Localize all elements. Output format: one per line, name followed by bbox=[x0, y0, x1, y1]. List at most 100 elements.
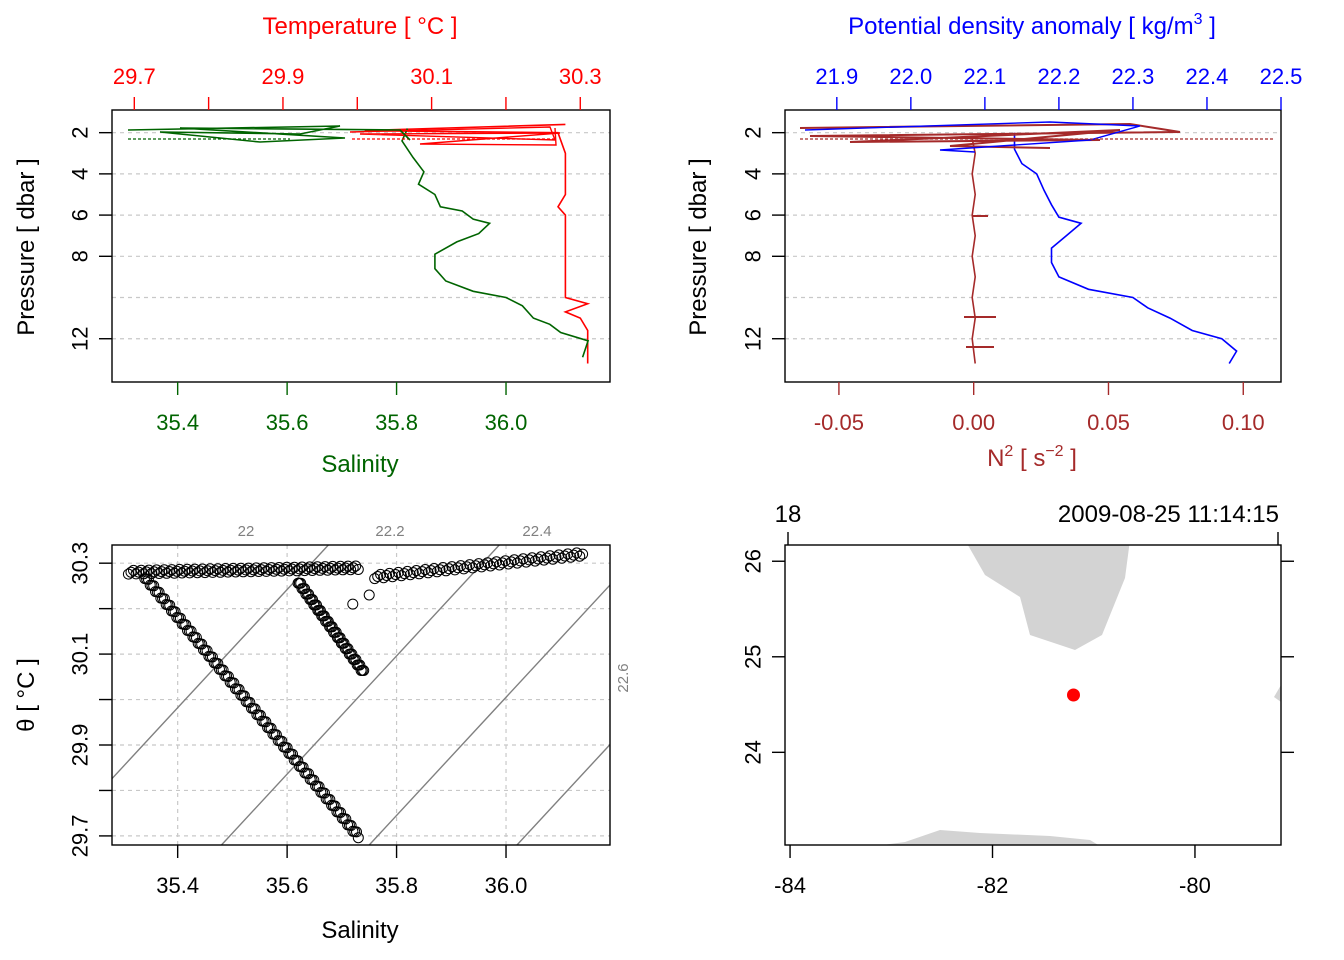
ts-point bbox=[304, 561, 316, 573]
ts-point bbox=[345, 820, 357, 831]
ts-point bbox=[334, 560, 346, 572]
longitude-tick-label: -80 bbox=[1179, 873, 1211, 898]
ts-point bbox=[340, 813, 352, 825]
p1-gridlines bbox=[112, 132, 610, 340]
ts-point bbox=[378, 572, 390, 584]
ts-point bbox=[254, 709, 266, 721]
temperature-tick-label: 30.3 bbox=[559, 64, 602, 89]
ts-point bbox=[133, 566, 145, 578]
salinity-surface-scribble bbox=[127, 125, 411, 143]
ts-point bbox=[233, 683, 245, 695]
ts-point bbox=[158, 564, 170, 576]
ts-point bbox=[174, 612, 186, 624]
isopycnal-label: 22.6 bbox=[615, 663, 632, 692]
ts-point bbox=[437, 562, 449, 573]
station-timestamp-label: 2009-08-25 11:14:15 bbox=[1058, 501, 1279, 528]
p2-pressure-tick-label: 6 bbox=[741, 209, 766, 221]
ts-point bbox=[476, 561, 488, 573]
ts-point bbox=[171, 565, 183, 577]
n2-title-end: ] bbox=[1064, 445, 1077, 472]
p3-isopycnals bbox=[112, 545, 610, 845]
ts-point bbox=[301, 563, 313, 575]
density-tick-label: 22.3 bbox=[1112, 64, 1155, 89]
ts-point bbox=[422, 567, 434, 579]
ts-point bbox=[235, 562, 247, 574]
ts-point bbox=[197, 563, 208, 575]
n2-profile-line bbox=[971, 138, 977, 364]
pressure-tick-label: 8 bbox=[68, 250, 93, 262]
theta-tick-label: 29.9 bbox=[68, 724, 93, 767]
isopycnal-line bbox=[516, 743, 610, 845]
ts-point bbox=[255, 564, 267, 576]
p2-pressure-tick-label: 12 bbox=[741, 326, 766, 350]
p1-plot-frame bbox=[111, 109, 611, 383]
n2-title-main: N bbox=[987, 445, 1004, 472]
ts-point bbox=[297, 761, 309, 773]
n2-axis-title: N2 [ s−2 ] bbox=[987, 443, 1077, 472]
ts-point bbox=[158, 593, 170, 605]
ts-point bbox=[452, 562, 464, 574]
ts-point bbox=[166, 564, 178, 576]
ts-point bbox=[390, 569, 401, 580]
ts-point bbox=[227, 562, 239, 574]
ts-point bbox=[311, 561, 323, 573]
ts-point bbox=[372, 571, 384, 582]
p2-pressure-tick-label: 8 bbox=[741, 250, 766, 262]
ts-point bbox=[196, 638, 208, 650]
ts-point bbox=[186, 565, 198, 577]
ts-point bbox=[232, 564, 244, 576]
ts-point bbox=[222, 671, 234, 682]
latitude-tick-label: 24 bbox=[741, 740, 766, 764]
p3-salinity-tick-label: 36.0 bbox=[485, 873, 528, 898]
ts-point bbox=[258, 562, 270, 574]
ts-point bbox=[514, 555, 526, 567]
ts-point bbox=[547, 553, 559, 565]
density-tick-label: 21.9 bbox=[815, 64, 858, 89]
isopycnal-label: 22 bbox=[238, 523, 255, 540]
ts-point bbox=[142, 573, 154, 585]
ts-point bbox=[401, 565, 413, 577]
temperature-tick-label: 30.1 bbox=[410, 64, 453, 89]
ts-point bbox=[529, 555, 541, 567]
ts-point bbox=[273, 562, 285, 573]
p4-axes: -84 -82 -80 24 25 26 bbox=[741, 549, 1294, 898]
ts-point bbox=[309, 563, 321, 575]
ts-point bbox=[350, 560, 362, 572]
ts-point bbox=[296, 561, 308, 573]
ts-point bbox=[458, 563, 470, 575]
ts-point bbox=[319, 561, 331, 573]
density-title-main: Potential density anomaly [ kg/m bbox=[848, 13, 1194, 40]
ts-point bbox=[225, 564, 237, 576]
ts-point bbox=[271, 563, 282, 575]
n2-title-sup2: −2 bbox=[1045, 443, 1063, 460]
ts-point bbox=[164, 599, 176, 611]
salinity-tick-label: 35.4 bbox=[156, 410, 199, 435]
ts-point bbox=[206, 651, 218, 663]
ts-point bbox=[363, 589, 375, 601]
theta-tick-label: 30.1 bbox=[68, 633, 93, 676]
ts-point bbox=[544, 550, 556, 562]
ts-point bbox=[574, 550, 586, 562]
n2-surface-scribble bbox=[799, 122, 1181, 149]
ts-point bbox=[538, 554, 550, 566]
isopycnal-line bbox=[368, 583, 610, 845]
ts-point bbox=[350, 654, 362, 665]
ts-point bbox=[194, 565, 206, 577]
ts-point bbox=[217, 564, 229, 576]
ts-point bbox=[369, 573, 381, 585]
ts-point bbox=[392, 566, 404, 578]
ts-point bbox=[387, 571, 398, 583]
ts-point bbox=[180, 619, 192, 631]
ts-point bbox=[151, 564, 162, 576]
ts-point bbox=[220, 563, 231, 574]
ts-point bbox=[281, 561, 293, 573]
n2-title-mid: [ s bbox=[1013, 445, 1045, 472]
pressure-tick-label: 6 bbox=[68, 209, 93, 221]
ts-point bbox=[148, 566, 160, 578]
ts-point bbox=[404, 569, 416, 581]
ts-point bbox=[334, 632, 346, 644]
ts-point bbox=[265, 722, 277, 734]
ts-point bbox=[263, 564, 275, 575]
pressure-tick-label: 2 bbox=[68, 127, 93, 139]
ts-point bbox=[148, 580, 160, 592]
